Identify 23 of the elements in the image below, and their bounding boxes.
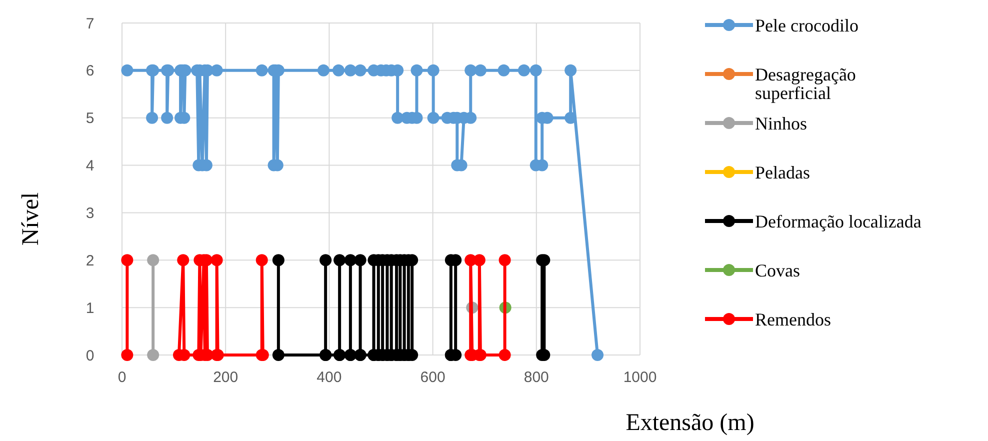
y-tick-label: 4 xyxy=(86,158,94,175)
legend-label: Covas xyxy=(755,260,800,280)
x-tick-label: 600 xyxy=(420,369,446,386)
x-tick-label: 200 xyxy=(213,369,238,386)
y-tick-label: 3 xyxy=(86,204,94,222)
y-tick-label: 2 xyxy=(86,252,94,270)
legend-label: Remendos xyxy=(755,309,831,330)
x-tick-label: 0 xyxy=(118,369,126,386)
y-axis-title: Nível xyxy=(18,192,44,246)
legend-label: Ninhos xyxy=(755,113,808,134)
x-tick-label: 400 xyxy=(316,369,342,386)
y-tick-label: 6 xyxy=(86,62,94,80)
x-tick-label: 800 xyxy=(524,369,549,386)
y-tick-label: 1 xyxy=(86,300,94,317)
legend-label: Pele crocodilo xyxy=(755,15,858,36)
y-tick-label: 7 xyxy=(86,15,94,32)
x-axis-title: Extensão (m) xyxy=(626,410,754,436)
y-tick-label: 0 xyxy=(86,347,94,364)
legend-label: Desagregação superficial xyxy=(755,64,856,104)
y-tick-label: 5 xyxy=(86,110,94,128)
legend-label: Deformação localizada xyxy=(755,211,922,232)
legend-label: Peladas xyxy=(755,162,810,182)
x-tick-label: 1000 xyxy=(623,369,657,386)
